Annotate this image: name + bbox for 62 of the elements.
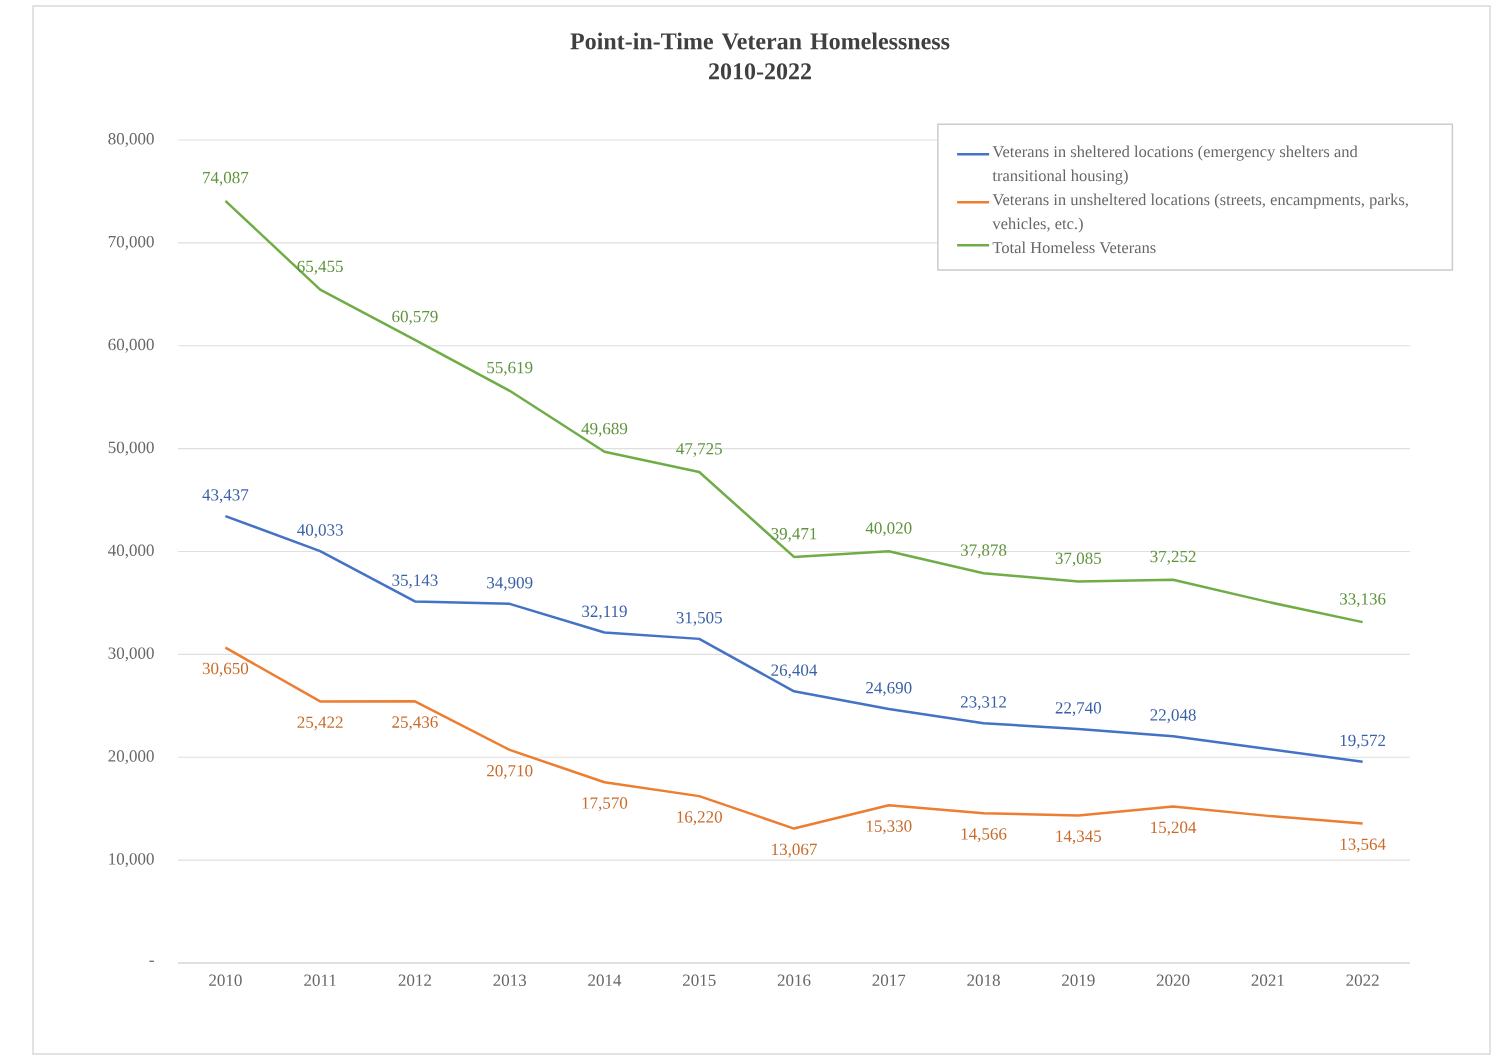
x-tick-label: 2016 xyxy=(777,974,811,986)
x-tick-label: 2017 xyxy=(872,974,906,986)
x-tick-label: 2022 xyxy=(1346,974,1379,986)
data-label: 37,878 xyxy=(960,544,1007,559)
data-label: 19,572 xyxy=(1340,734,1386,749)
x-tick-label: 2021 xyxy=(1251,974,1284,986)
data-label: 47,725 xyxy=(676,443,722,457)
data-label: 65,455 xyxy=(297,260,343,275)
data-label: 40,020 xyxy=(865,522,912,537)
data-label: 15,330 xyxy=(866,820,912,835)
data-label: 23,312 xyxy=(960,696,1006,711)
data-label: 13,067 xyxy=(772,843,817,858)
y-tick-label: 80,000 xyxy=(108,133,154,147)
legend-label: Veterans in sheltered locations (emergency shelters and transitional housing) xyxy=(992,145,1358,185)
data-label: 60,579 xyxy=(392,310,438,325)
x-tick-label: 2014 xyxy=(588,974,622,986)
data-label: 30,650 xyxy=(202,662,249,677)
y-tick-label: 40,000 xyxy=(108,544,154,559)
data-label: 14,566 xyxy=(961,828,1007,843)
data-label: 43,437 xyxy=(202,489,249,504)
data-label: 25,422 xyxy=(297,716,343,731)
data-label: 13,564 xyxy=(1340,838,1386,853)
y-tick-label: 20,000 xyxy=(108,750,154,765)
data-label: 33,136 xyxy=(1340,593,1386,608)
data-label: 37,085 xyxy=(1055,552,1102,567)
y-tick-label: - xyxy=(149,960,154,962)
data-label: 31,505 xyxy=(676,611,722,626)
legend-label: Veterans in unsheltered locations (streets, encampments, parks, vehicles, etc.) xyxy=(992,193,1408,233)
x-tick-label: 2012 xyxy=(398,974,431,986)
x-tick-label: 2010 xyxy=(209,974,242,986)
data-label: 55,619 xyxy=(487,361,533,376)
x-tick-label: 2019 xyxy=(1062,974,1095,986)
data-label: 17,570 xyxy=(582,797,628,812)
y-tick-label: 30,000 xyxy=(108,647,154,662)
data-label: 26,404 xyxy=(771,664,818,679)
data-label: 20,710 xyxy=(487,764,533,779)
data-label: 16,220 xyxy=(677,811,722,826)
data-label: 39,471 xyxy=(771,527,817,542)
data-label: 22,740 xyxy=(1055,702,1102,717)
data-label: 49,689 xyxy=(581,422,628,437)
data-label: 22,048 xyxy=(1150,709,1196,724)
data-label: 24,690 xyxy=(866,682,912,696)
data-label: 37,252 xyxy=(1150,550,1196,565)
y-tick-label: 10,000 xyxy=(109,853,154,868)
y-tick-label: 60,000 xyxy=(108,338,154,353)
x-tick-label: 2013 xyxy=(493,974,527,986)
x-tick-label: 2018 xyxy=(967,974,1000,986)
data-label: 74,087 xyxy=(203,171,249,186)
data-label: 35,143 xyxy=(392,574,438,589)
data-label: 40,033 xyxy=(297,524,343,539)
x-tick-label: 2015 xyxy=(682,974,716,986)
legend-label: Total Homeless Veterans xyxy=(992,241,1156,254)
y-tick-label: 50,000 xyxy=(108,441,154,456)
data-label: 14,345 xyxy=(1056,830,1102,845)
chart-title: Point-in-Time Veteran Homelessness 2010-2022 xyxy=(570,32,950,80)
data-label: 32,119 xyxy=(582,605,627,620)
data-label: 34,909 xyxy=(487,576,533,591)
x-tick-label: 2020 xyxy=(1156,974,1190,986)
data-label: 15,204 xyxy=(1151,821,1197,836)
x-tick-label: 2011 xyxy=(304,974,336,986)
data-label: 25,436 xyxy=(392,716,438,731)
y-tick-label: 70,000 xyxy=(108,235,154,250)
